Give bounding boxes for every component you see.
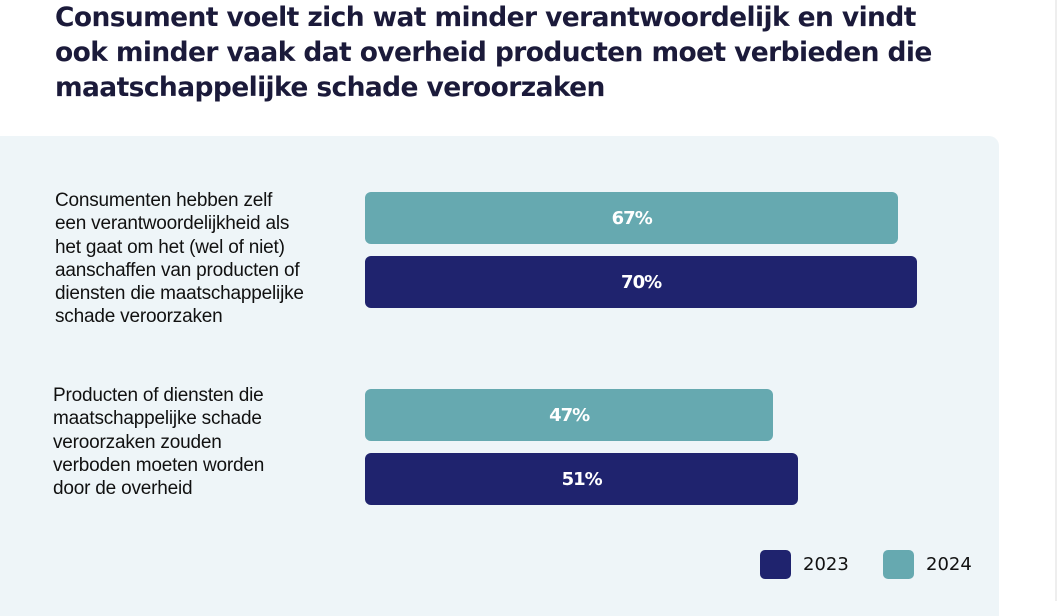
bar-2024-consumer-responsibility: 67% <box>365 192 899 244</box>
category-label-line: veroorzaken zouden <box>53 431 222 453</box>
bar-2024-government-ban: 47% <box>365 389 774 441</box>
category-label-consumer-responsibility: Consumenten hebben zelf een verantwoordel… <box>55 189 304 329</box>
data-label: 47% <box>549 404 590 426</box>
category-label-line: maatschappelijke schade <box>53 408 262 430</box>
legend-swatch-2024 <box>883 550 914 579</box>
category-label-line: aanschaffen van producten of <box>55 259 300 281</box>
legend-item-2023: 2023 <box>760 550 849 579</box>
category-label-line: verboden moeten worden <box>53 454 265 476</box>
legend-swatch-2023 <box>760 550 791 579</box>
category-label-line: een verantwoordelijkheid als <box>55 213 290 235</box>
legend-label-2024: 2024 <box>926 554 972 575</box>
category-label-government-ban: Producten of diensten die maatschappelijk… <box>53 384 264 500</box>
bar-2023-government-ban: 51% <box>365 453 799 505</box>
data-label: 70% <box>621 271 662 293</box>
category-label-line: diensten die maatschappelijke <box>55 283 304 305</box>
bar-2023-consumer-responsibility: 70% <box>365 256 918 308</box>
category-label-line: Consumenten hebben zelf <box>55 190 273 211</box>
category-label-line: het gaat om het (wel of niet) <box>55 236 285 258</box>
window-edge-divider <box>1055 0 1057 601</box>
data-label: 67% <box>611 207 653 229</box>
category-label-line: Producten of diensten die <box>53 385 264 406</box>
category-label-line: schade veroorzaken <box>55 306 223 328</box>
legend-label-2023: 2023 <box>803 554 849 575</box>
data-label: 51% <box>561 468 603 490</box>
category-label-line: door de overheid <box>53 478 193 500</box>
legend-item-2024: 2024 <box>883 550 972 579</box>
chart-title: Consument voelt zich wat minder verantwo… <box>55 2 932 103</box>
